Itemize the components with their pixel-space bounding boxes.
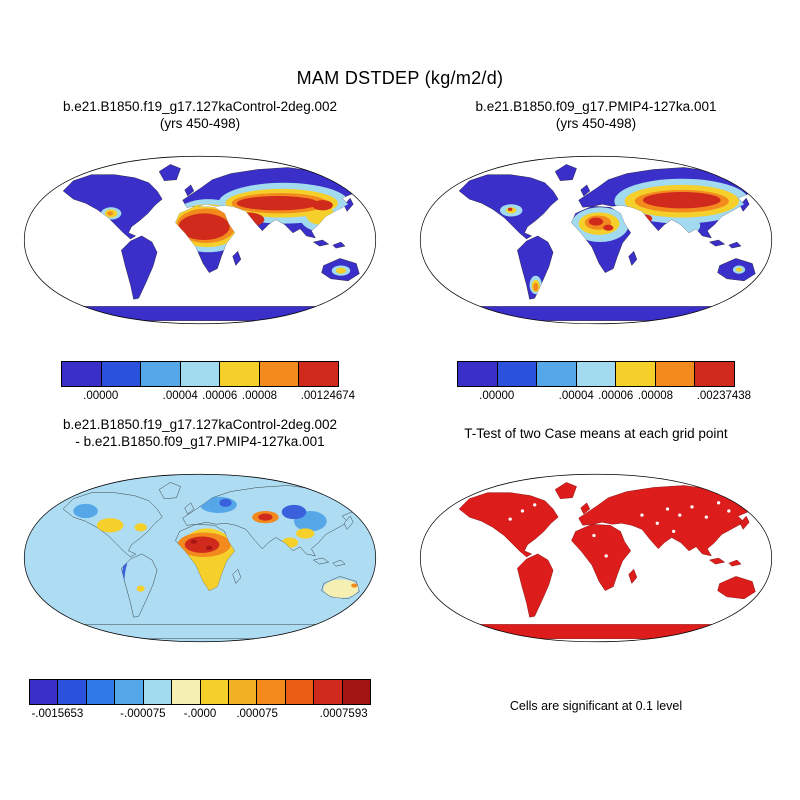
colorbar-labels: .00000 .00004 .00006.00008 .00237438 [457,390,751,406]
colorbar-tick-label: .00124674 [300,390,356,402]
colorbar-segment [496,361,538,387]
colorbar-labels: -.0015653 -.000075 -.0000 .000075 .0007593 [29,708,371,724]
colorbar-tick-label: .00004 [558,390,594,402]
colorbar-tick-label: .00006 [202,390,238,402]
panel-pmip4-title: b.e21.B1850.f09_g17.PMIP4-127ka.001 (yrs… [412,98,780,136]
map-ttest [419,473,773,643]
colorbar-segment [258,361,300,387]
colorbar-segment [615,361,656,387]
panel-pmip4-title-line2: (yrs 450-498) [555,116,637,131]
colorbar-segment [313,679,343,705]
panel-control-title-line1: b.e21.B1850.f19_g17.127kaControl-2deg.00… [63,99,337,114]
colorbar-segment [57,679,87,705]
colorbar-segment [61,361,102,387]
colorbar-tick-label: .0007593 [319,708,368,720]
colorbar-segment [142,679,173,705]
colorbar-tick-label: .000075 [236,708,278,720]
panel-ttest: T-Test of two Case means at each grid po… [412,416,780,713]
colorbar-tick-label: -.0015653 [31,708,84,720]
colorbar-tick-label: .00000 [479,390,515,402]
colorbar-tick-label: .00006 [598,390,634,402]
panel-ttest-title: T-Test of two Case means at each grid po… [412,416,780,454]
colorbar-segment [219,361,260,387]
colorbar-segment [298,361,340,387]
colorbar-pmip4: .00000 .00004 .00006.00008 .00237438 [457,361,751,406]
panel-difference-title: b.e21.B1850.f19_g17.127kaControl-2deg.00… [16,416,384,454]
colorbar-segment [85,679,116,705]
colorbar-segment [140,361,181,387]
colorbar-control: .00000 .00004 .00006.00008 .00124674 [61,361,355,406]
panel-pmip4: b.e21.B1850.f09_g17.PMIP4-127ka.001 (yrs… [412,98,780,406]
colorbar-segment [284,679,315,705]
panel-pmip4-title-line1: b.e21.B1850.f09_g17.PMIP4-127ka.001 [475,99,717,114]
colorbar-segment [100,361,142,387]
panel-control: b.e21.B1850.f19_g17.127kaControl-2deg.00… [16,98,384,406]
significance-caption: Cells are significant at 0.1 level [509,699,683,713]
colorbar-segment [179,361,221,387]
colorbar-tick-label: .00008 [241,390,278,402]
panel-ttest-title-line1: T-Test of two Case means at each grid po… [464,426,728,441]
figure-title: MAM DSTDEP (kg/m2/d) [296,68,504,88]
colorbar-boxes [457,361,736,387]
colorbar-segment [227,679,258,705]
colorbar-segment [171,679,201,705]
colorbar-labels: .00000 .00004 .00006.00008 .00124674 [61,390,355,406]
panel-difference-title-line2: - b.e21.B1850.f09_g17.PMIP4-127ka.001 [75,434,325,449]
colorbar-tick-label: .00008 [637,390,674,402]
non-significant-dots [508,501,731,558]
colorbar-segment [114,679,144,705]
colorbar-tick-label: .00004 [162,390,198,402]
colorbar-segment [536,361,577,387]
map-control [23,155,377,325]
map-pmip4 [419,155,773,325]
colorbar-tick-label: .00237438 [696,390,752,402]
colorbar-segment [694,361,736,387]
colorbar-segment [654,361,696,387]
colorbar-tick-label: .00000 [83,390,119,402]
map-difference [23,473,377,643]
colorbar-segment [199,679,229,705]
colorbar-segment [575,361,617,387]
colorbar-segment [29,679,59,705]
dust-overlay [499,178,750,295]
panel-difference-title-line1: b.e21.B1850.f19_g17.127kaControl-2deg.00… [63,417,337,432]
colorbar-tick-label: -.0000 [183,708,217,720]
panel-control-title: b.e21.B1850.f19_g17.127kaControl-2deg.00… [16,98,384,136]
panel-control-title-line2: (yrs 450-498) [159,116,241,131]
colorbar-difference: -.0015653 -.000075 -.0000 .000075 .0007593 [29,679,372,724]
colorbar-boxes [61,361,340,387]
panel-difference: b.e21.B1850.f19_g17.127kaControl-2deg.00… [16,416,384,724]
colorbar-segment [341,679,372,705]
colorbar-boxes [29,679,372,705]
colorbar-tick-label: -.000075 [120,708,166,720]
anomaly-overlay [73,496,359,609]
colorbar-segment [457,361,498,387]
colorbar-segment [256,679,286,705]
